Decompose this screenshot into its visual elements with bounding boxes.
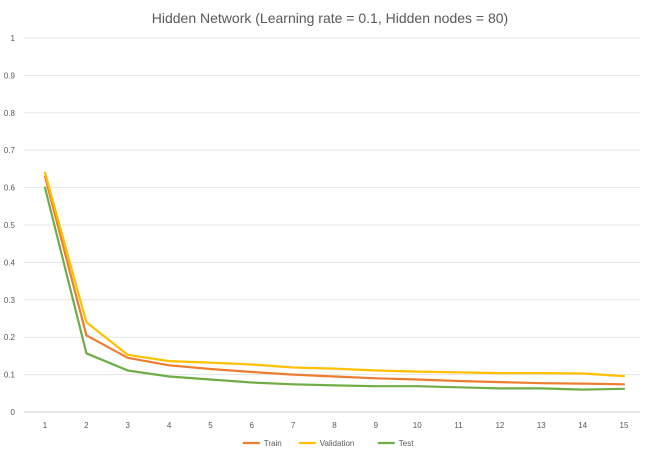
legend-item-validation: Validation [298,439,355,448]
y-tick-label: 0 [11,408,16,417]
legend-label: Train [264,439,282,448]
series-line-validation [43,171,626,378]
y-tick-label: 0.1 [4,371,16,380]
x-tick-label: 6 [250,421,255,430]
y-tick-label: 0.4 [4,258,16,267]
x-tick-label: 14 [578,421,587,430]
x-tick-label: 3 [125,421,130,430]
x-tick-label: 4 [167,421,172,430]
y-tick-label: 0.7 [4,146,16,155]
x-tick-label: 12 [495,421,504,430]
legend: Train Validation Test [242,439,414,448]
y-tick-label: 0.5 [4,221,16,230]
x-tick-label: 11 [454,421,463,430]
x-tick-label: 7 [291,421,296,430]
gridlines [24,37,640,413]
x-tick-label: 13 [537,421,546,430]
y-tick-label: 0.9 [4,71,16,80]
x-tick-label: 2 [84,421,89,430]
y-tick-label: 0.6 [4,184,16,193]
x-tick-label: 1 [43,421,48,430]
legend-label: Test [399,439,414,448]
y-tick-label: 1 [11,34,16,43]
legend-label: Validation [320,439,355,448]
chart-title: Hidden Network (Learning rate = 0.1, Hid… [152,10,508,26]
x-tick-label: 10 [413,421,422,430]
x-tick-label: 5 [208,421,213,430]
legend-item-test: Test [377,439,414,448]
x-tick-label: 9 [374,421,379,430]
series-lines [43,171,626,391]
y-tick-label: 0.8 [4,109,16,118]
y-tick-label: 0.3 [4,296,16,305]
x-tick-label: 15 [620,421,629,430]
y-tick-label: 0.2 [4,333,16,342]
x-tick-label: 8 [332,421,337,430]
legend-item-train: Train [242,439,282,448]
x-axis-tick-labels: 1 2 3 4 5 6 7 8 9 10 11 12 13 14 15 [43,421,629,430]
series-line-train [43,175,626,386]
y-axis-tick-labels: 0 0.1 0.2 0.3 0.4 0.5 0.6 0.7 0.8 0.9 1 [4,34,16,417]
series-line-test [43,186,626,391]
